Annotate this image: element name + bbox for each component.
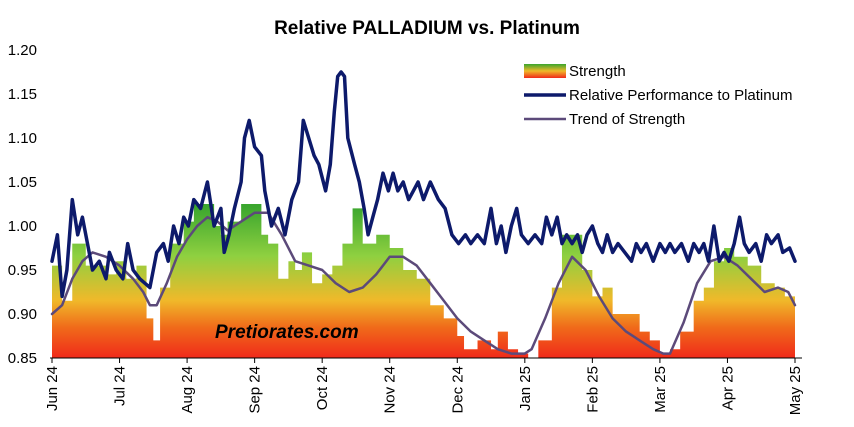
x-axis-ticks: Jun 24 Jul 24 Aug 24 Sep 24 Oct 24 Nov 24 Dec … <box>44 358 804 415</box>
trend-of-strength-line <box>50 211 797 355</box>
y-tick-label: 1.05 <box>8 174 37 191</box>
x-tick-label: Aug 24 <box>179 366 196 414</box>
legend-label-performance: Relative Performance to Platinum <box>569 87 792 104</box>
x-tick-label: Oct 24 <box>314 366 331 410</box>
x-tick-label: Sep 24 <box>247 366 264 414</box>
x-tick-label: Nov 24 <box>382 366 399 414</box>
y-tick-label: 0.85 <box>8 350 37 367</box>
chart-title: Relative PALLADIUM vs. Platinum <box>274 18 580 39</box>
x-tick-label: Feb 25 <box>584 366 601 413</box>
legend-label-trend: Trend of Strength <box>569 111 685 128</box>
relative-performance-line <box>50 70 797 299</box>
x-tick-label: Dec 24 <box>449 366 466 414</box>
y-tick-label: 1.15 <box>8 86 37 103</box>
legend-swatch-strength <box>524 64 566 78</box>
x-tick-label: Jun 24 <box>44 366 61 411</box>
y-axis-ticks: 0.85 0.90 0.95 1.00 1.05 1.10 1.15 1.20 <box>8 42 37 367</box>
y-tick-label: 1.00 <box>8 218 37 235</box>
x-tick-label: Jul 24 <box>112 366 129 406</box>
y-tick-label: 0.95 <box>8 262 37 279</box>
y-tick-label: 1.20 <box>8 42 37 59</box>
x-tick-label: Apr 25 <box>719 366 736 410</box>
y-tick-label: 1.10 <box>8 130 37 147</box>
watermark-annotation: Pretiorates.com <box>215 322 359 343</box>
strength-area-group <box>52 204 795 358</box>
trend-line-group <box>50 211 797 355</box>
strength-area <box>52 204 795 358</box>
x-tick-label: Mar 25 <box>652 366 669 413</box>
x-tick-label: May 25 <box>787 366 804 415</box>
legend: Strength Relative Performance to Platinu… <box>524 63 792 128</box>
x-tick-label: Jan 25 <box>517 366 534 411</box>
legend-label-strength: Strength <box>569 63 626 80</box>
performance-line-group <box>50 70 797 299</box>
y-tick-label: 0.90 <box>8 306 37 323</box>
